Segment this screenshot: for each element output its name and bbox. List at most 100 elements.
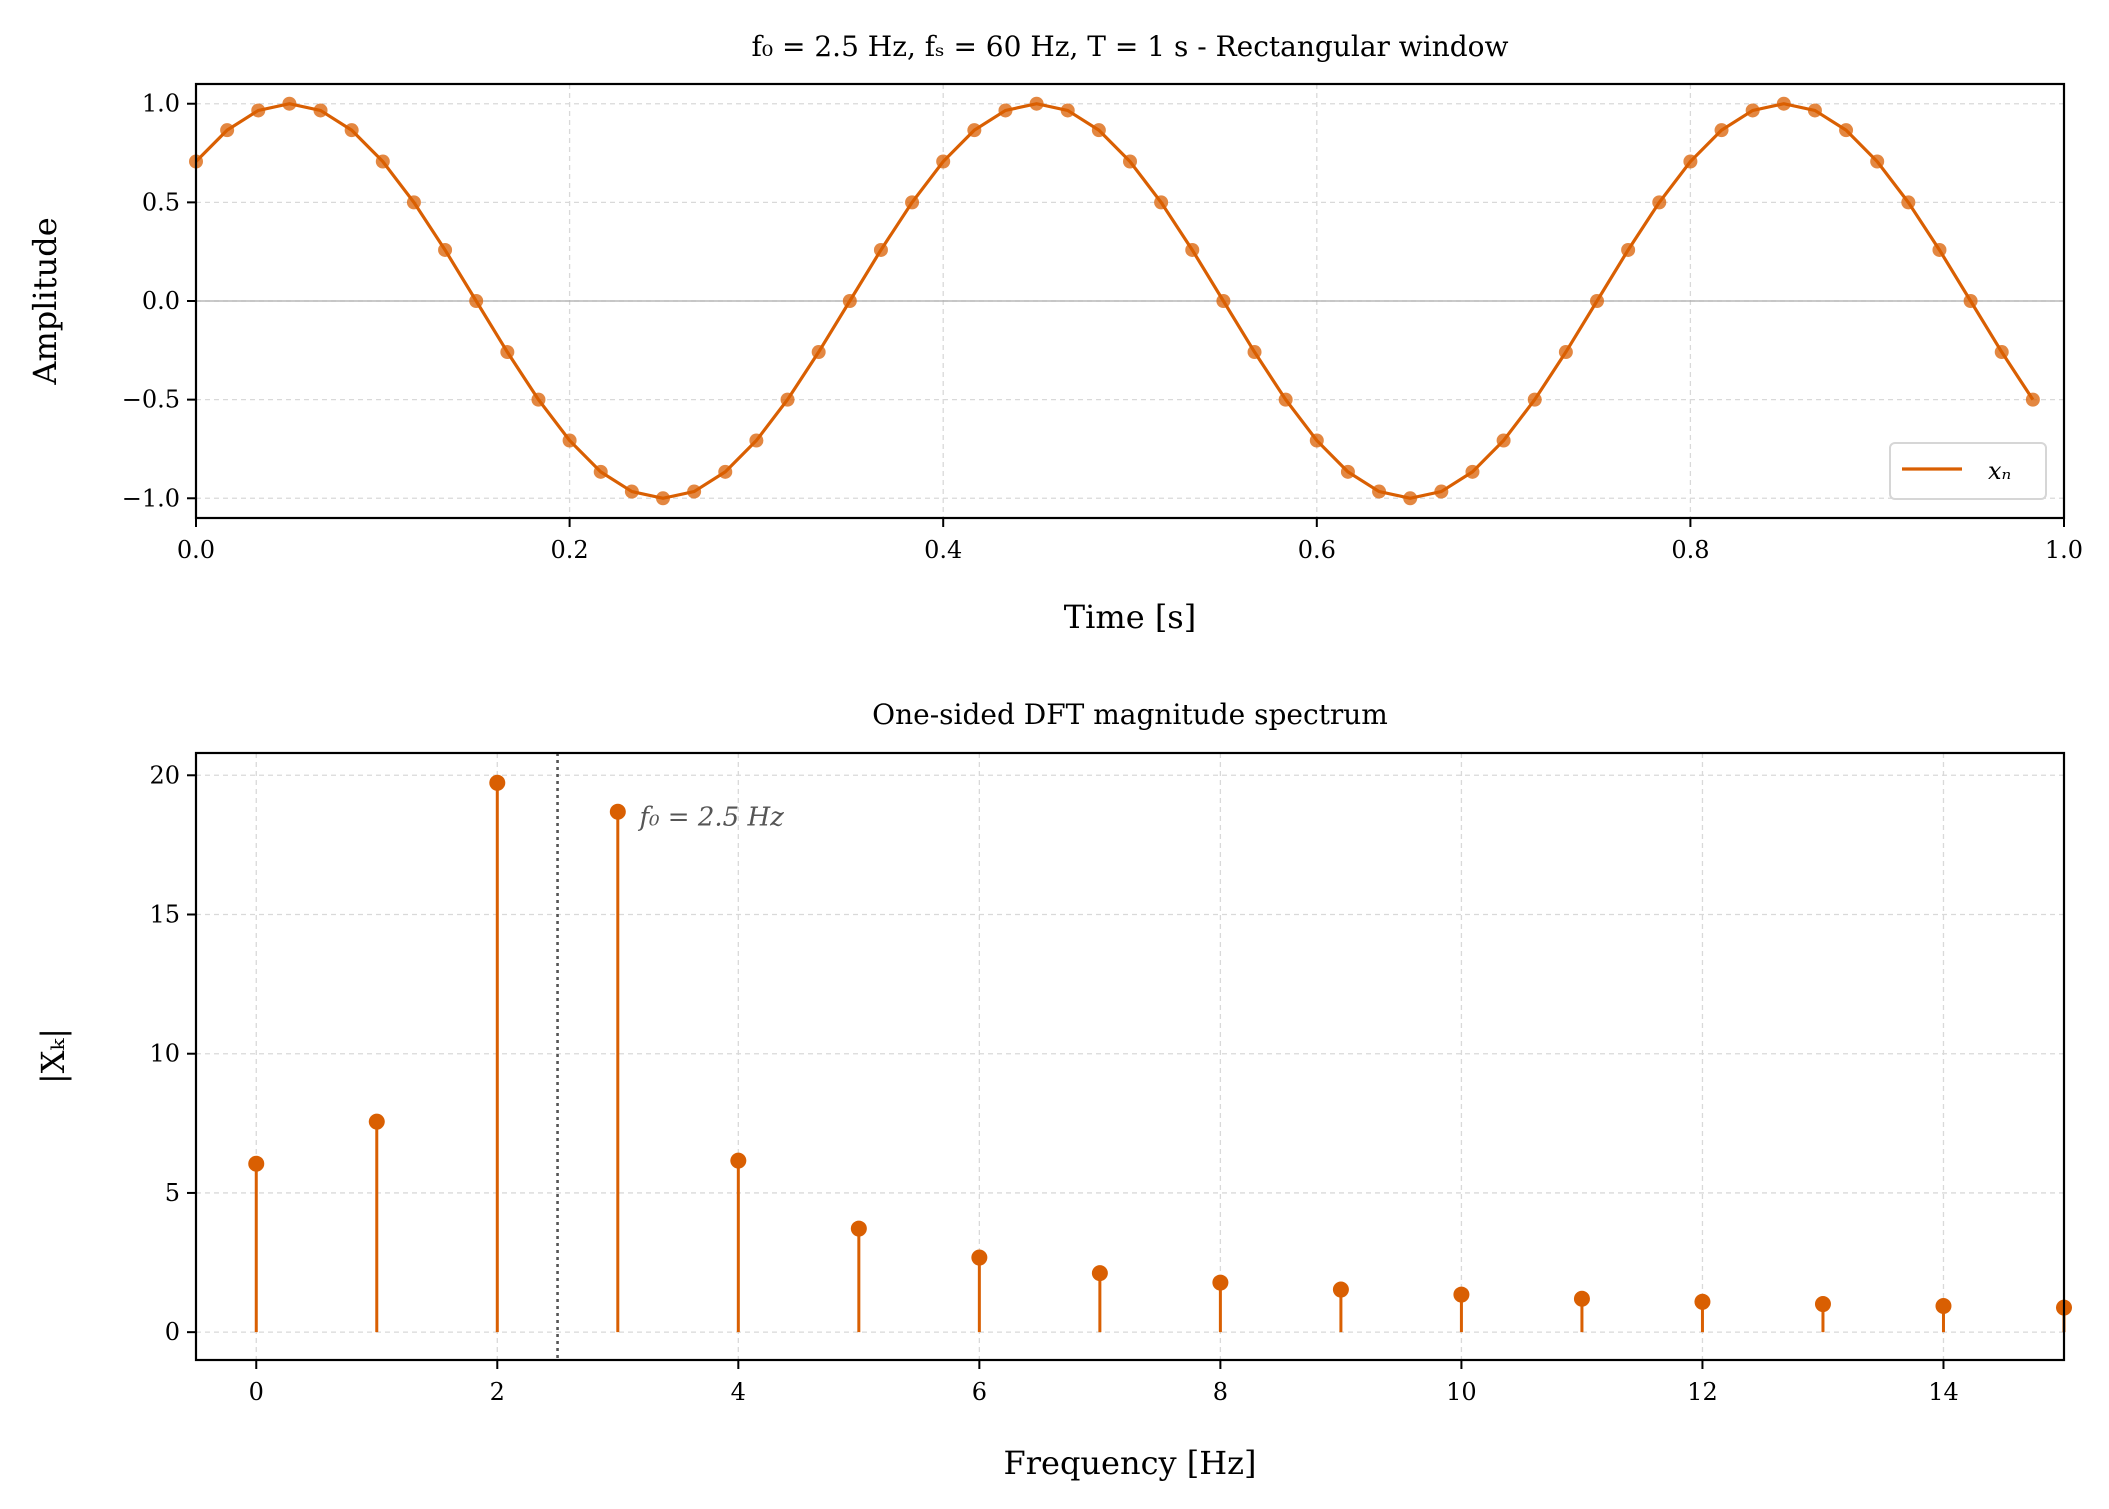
x-tick-label: 0.2 (551, 536, 589, 564)
sample-marker (1465, 464, 1480, 479)
spectrum-x-axis-label: Frequency [Hz] (1004, 1444, 1257, 1482)
sample-marker (375, 154, 390, 169)
stem-marker (1332, 1281, 1349, 1298)
sample-marker (1558, 345, 1573, 360)
sample-marker (749, 433, 764, 448)
sample-marker (220, 123, 235, 138)
sample-marker (313, 103, 328, 118)
sample-marker (1590, 294, 1604, 308)
sample-marker (1091, 123, 1106, 138)
x-tick-label: 14 (1928, 1378, 1959, 1406)
sample-marker (1216, 294, 1231, 308)
sample-marker (593, 464, 608, 479)
sample-marker (1060, 103, 1075, 118)
sample-marker (1340, 464, 1355, 479)
sample-marker (1652, 195, 1667, 210)
sample-marker (873, 242, 888, 257)
x-tick-label: 0 (249, 1378, 264, 1406)
stem-marker (248, 1155, 265, 1172)
x-tick-label: 1.0 (2045, 536, 2083, 564)
x-tick-label: 8 (1213, 1378, 1228, 1406)
sample-marker (1807, 103, 1822, 118)
stem-marker (368, 1113, 385, 1130)
y-tick-label: −1.0 (122, 484, 180, 512)
sample-marker (1247, 345, 1262, 360)
sample-marker (1527, 392, 1542, 407)
sample-marker (406, 195, 421, 210)
spectrum-y-axis-label: |Xₖ| (34, 1028, 72, 1084)
axes-frame (194, 751, 2066, 1362)
sample-marker (469, 294, 484, 308)
sample-marker (1434, 484, 1449, 499)
y-tick-label: 1.0 (142, 90, 180, 118)
f0-annotation: f₀ = 2.5 Hz (637, 802, 784, 832)
time-domain-axes: f₀ = 2.5 Hz, fₛ = 60 Hz, T = 1 s - Recta… (26, 30, 2083, 636)
y-tick-label: −0.5 (122, 386, 180, 414)
sample-marker (1714, 123, 1729, 138)
sample-marker (1278, 392, 1293, 407)
sample-marker (438, 242, 453, 257)
sample-marker (1776, 96, 1791, 111)
legend: xₙ (1889, 442, 2047, 500)
stem-marker (730, 1152, 747, 1169)
y-tick-label: 20 (149, 761, 180, 789)
y-tick-label: 10 (149, 1040, 180, 1068)
sample-marker (1994, 345, 2009, 360)
sample-marker (1154, 195, 1169, 210)
sample-marker (344, 123, 359, 138)
sample-marker (998, 103, 1013, 118)
y-tick-label: 0.0 (142, 287, 180, 315)
stem-marker (1453, 1286, 1470, 1303)
legend-label: xₙ (1988, 457, 2011, 485)
sample-marker (687, 484, 702, 499)
sample-marker (2025, 392, 2040, 407)
x-tick-label: 12 (1687, 1378, 1718, 1406)
sample-marker (1621, 242, 1636, 257)
x-tick-label: 0.0 (177, 536, 215, 564)
stem-marker (1212, 1274, 1229, 1291)
sample-marker (1932, 242, 1947, 257)
sample-marker (718, 464, 733, 479)
sample-marker (1309, 433, 1324, 448)
x-tick-label: 2 (490, 1378, 505, 1406)
sample-marker (562, 433, 577, 448)
sample-marker (1745, 103, 1760, 118)
sample-marker (251, 103, 266, 118)
stem-marker (971, 1249, 988, 1266)
x-tick-label: 0.6 (1298, 536, 1336, 564)
x-tick-label: 0.8 (1671, 536, 1709, 564)
sample-marker (842, 294, 857, 308)
stem-marker (489, 774, 506, 791)
sample-marker (500, 345, 515, 360)
stem-marker (1935, 1297, 1952, 1314)
sample-marker (1372, 484, 1387, 499)
stem-marker (1814, 1296, 1831, 1313)
sample-marker (1029, 96, 1044, 111)
legend-box (1889, 442, 2047, 500)
sample-marker (1403, 491, 1418, 506)
x-tick-label: 4 (731, 1378, 746, 1406)
stem-marker (1091, 1265, 1108, 1282)
spectrum-plot-title: One-sided DFT magnitude spectrum (872, 698, 1388, 731)
sample-marker (1185, 242, 1200, 257)
y-tick-label: 0 (165, 1318, 180, 1346)
sample-marker (1683, 154, 1698, 169)
stem-marker (1573, 1290, 1590, 1307)
time-y-axis-label: Amplitude (26, 217, 64, 385)
sample-marker (1963, 294, 1978, 308)
sample-marker (811, 345, 826, 360)
y-tick-label: 5 (165, 1179, 180, 1207)
sample-marker (780, 392, 795, 407)
axes-frame (194, 82, 2066, 520)
sample-marker (967, 123, 982, 138)
y-tick-label: 15 (149, 900, 180, 928)
sample-marker (936, 154, 951, 169)
x-tick-label: 10 (1446, 1378, 1477, 1406)
sample-marker (1123, 154, 1137, 169)
spectrum-axes: One-sided DFT magnitude spectrum Frequen… (34, 698, 2072, 1482)
x-tick-label: 6 (972, 1378, 987, 1406)
stem-marker (609, 803, 626, 820)
sample-marker (1901, 195, 1916, 210)
